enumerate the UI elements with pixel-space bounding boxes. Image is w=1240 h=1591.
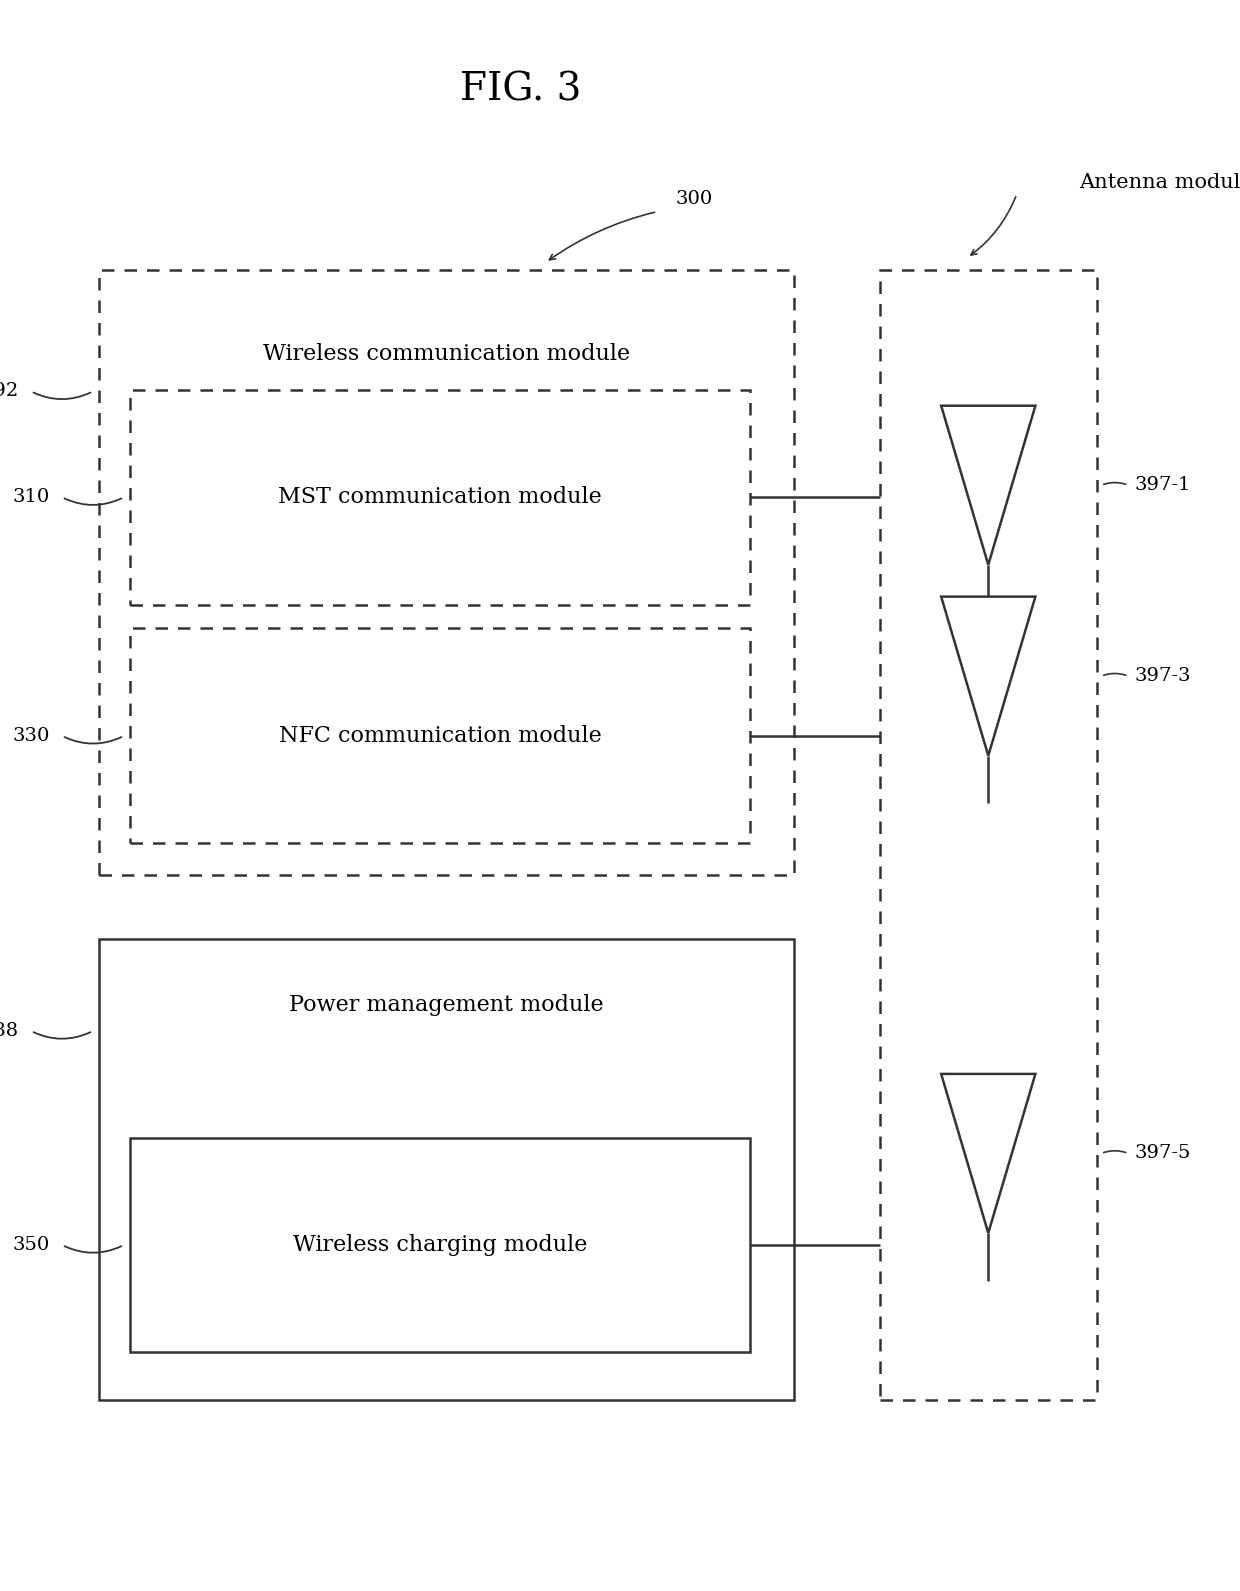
Text: 188: 188 [0, 1021, 19, 1041]
Polygon shape [941, 406, 1035, 565]
Bar [130, 1138, 750, 1352]
Text: FIG. 3: FIG. 3 [460, 72, 582, 108]
Text: Antenna module 197: Antenna module 197 [1079, 173, 1240, 193]
Text: Wireless charging module: Wireless charging module [293, 1235, 588, 1255]
Polygon shape [941, 1074, 1035, 1233]
Text: 330: 330 [12, 727, 50, 745]
Bar [99, 939, 794, 1400]
Polygon shape [941, 597, 1035, 756]
Text: 397-3: 397-3 [1135, 667, 1192, 686]
Text: NFC communication module: NFC communication module [279, 725, 601, 746]
Bar [130, 628, 750, 843]
Text: 192: 192 [0, 382, 19, 401]
Text: 397-1: 397-1 [1135, 476, 1190, 495]
Text: Power management module: Power management module [289, 994, 604, 1017]
Bar [880, 270, 1097, 1400]
Text: MST communication module: MST communication module [278, 487, 603, 508]
Bar [99, 270, 794, 875]
Bar [130, 390, 750, 605]
Text: 310: 310 [12, 488, 50, 506]
Text: 300: 300 [676, 189, 713, 208]
Text: 397-5: 397-5 [1135, 1144, 1190, 1163]
Text: Wireless communication module: Wireless communication module [263, 344, 630, 364]
Text: 350: 350 [12, 1236, 50, 1254]
